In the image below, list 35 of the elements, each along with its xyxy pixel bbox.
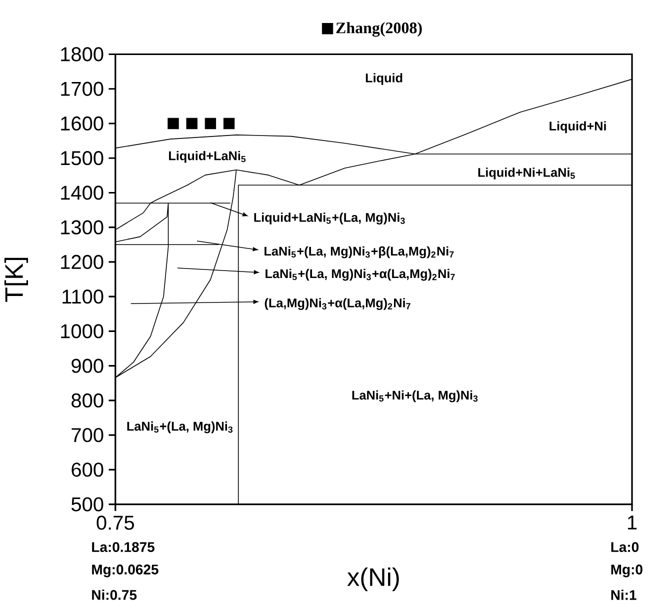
- y-tick-label: 900: [72, 358, 104, 373]
- y-tick-label: 1400: [61, 186, 104, 200]
- annotation: Liquid+Ni: [550, 121, 606, 133]
- text: La:0.1875: [92, 542, 154, 552]
- annotation: LaNi$_{5}$+Ni+(La, Mg)Ni$_{3}$: [352, 390, 478, 402]
- x-axis-title: x(Ni): [347, 567, 399, 591]
- annotation: (La,Mg)Ni$_{3}$+α(La,Mg)$_{2}$Ni$_{7}$: [264, 298, 410, 310]
- y-tick-label: 800: [72, 393, 104, 408]
- y-tick-label: 1200: [61, 254, 104, 269]
- text: Ni:1: [611, 590, 636, 600]
- text: Mg:0: [611, 564, 642, 578]
- y-tick-label: 700: [72, 428, 104, 442]
- annotation: LaNi$_{5}$+(La, Mg)Ni$_{3}$+β(La,Mg)$_{2}$Ni$_{7}$: [264, 246, 454, 258]
- annotation: LaNi$_{5}$+(La, Mg)Ni$_{3}$: [127, 421, 233, 434]
- annotation: LaNi$_{5}$+(La, Mg)Ni$_{3}$+α(La,Mg)$_{2}$Ni$_{7}$: [266, 268, 455, 281]
- y-tick-label: 1100: [62, 289, 104, 304]
- y-tick-label: 1700: [61, 82, 104, 96]
- y-tick-label: 1300: [61, 220, 104, 234]
- annotation: Liquid+Ni+LaNi$_{5}$: [478, 168, 575, 180]
- annotation: Liquid+LaNi$_{5}$+(La, Mg)Ni$_{3}$: [254, 212, 405, 224]
- y-tick-label: 1500: [61, 150, 104, 166]
- x-tick-label: 0.75: [96, 516, 134, 530]
- annotation: Liquid+LaNi$_{5}$: [169, 150, 246, 163]
- text: La:0: [611, 542, 639, 552]
- text: Ni:0.75: [92, 590, 137, 600]
- y-tick-label: 600: [72, 462, 104, 477]
- y-tick-label: 1000: [61, 324, 104, 338]
- y-tick-label: 1800: [61, 47, 104, 62]
- x-tick-label: 1: [628, 516, 637, 530]
- y-tick-label: 500: [72, 497, 104, 512]
- annotation: Liquid: [366, 73, 402, 85]
- y-axis-title: T[K]: [4, 258, 28, 302]
- legend-label: Zhang(2008): [336, 22, 422, 37]
- text: Mg:0.0625: [92, 564, 158, 578]
- y-tick-label: 1600: [61, 116, 104, 130]
